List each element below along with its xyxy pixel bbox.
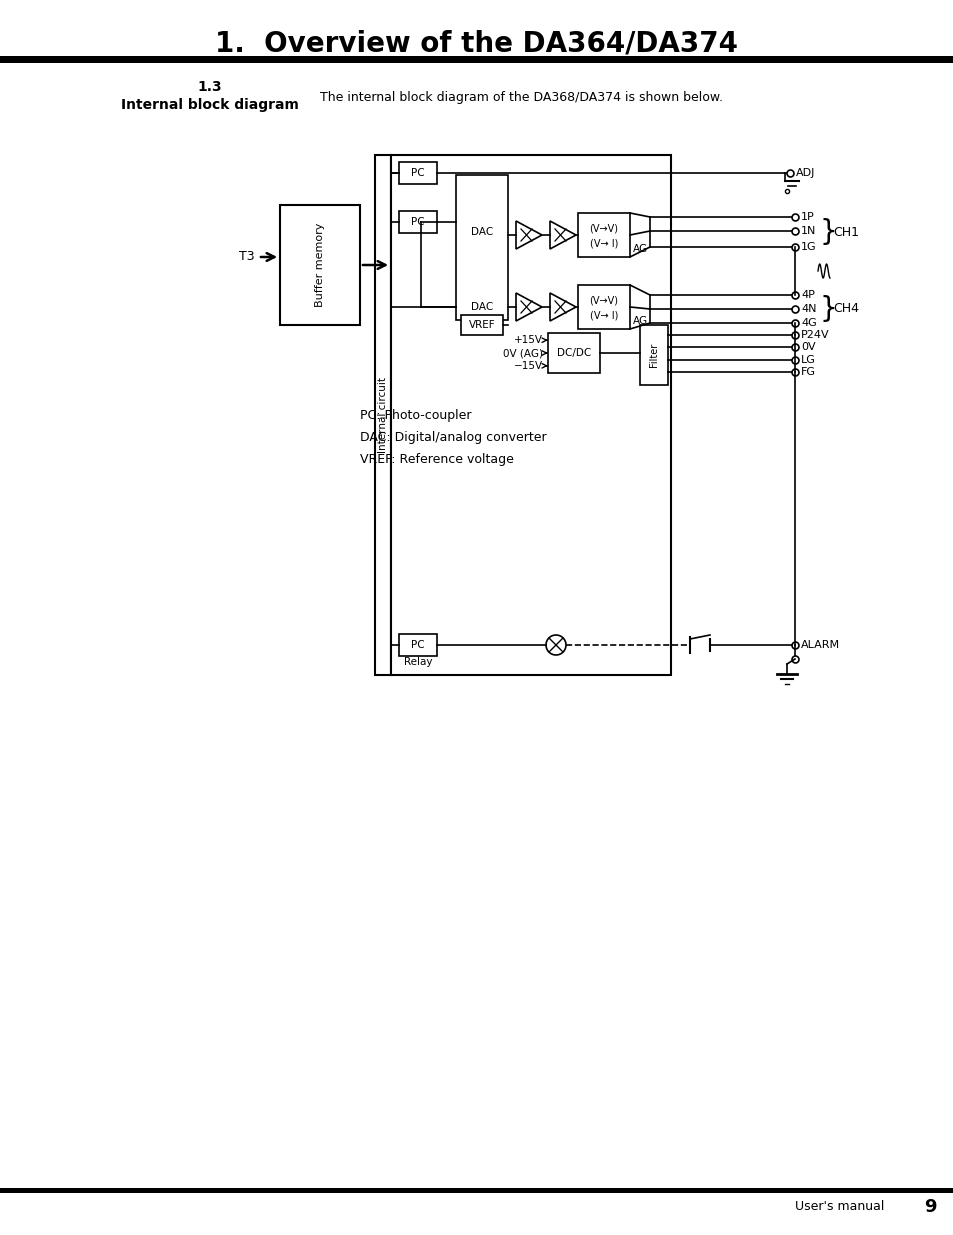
Bar (547, 333, 599, 373)
Text: AG: AG (633, 316, 647, 326)
Text: Buffer memory: Buffer memory (314, 222, 325, 308)
Text: 4P: 4P (801, 290, 814, 300)
Text: 9: 9 (923, 1198, 935, 1216)
Bar (578, 285, 629, 329)
Text: 1N: 1N (801, 226, 816, 236)
Text: }: } (820, 295, 837, 324)
Text: DAC: Digital/analog converter: DAC: Digital/analog converter (359, 431, 546, 443)
Bar (398, 211, 436, 233)
Text: (V→ I): (V→ I) (589, 311, 618, 321)
Text: PC: PC (411, 217, 424, 227)
Text: DAC: DAC (471, 227, 493, 237)
Circle shape (545, 635, 565, 655)
Bar (0, 56, 953, 63)
Text: −15V: −15V (514, 361, 542, 370)
Text: (V→V): (V→V) (589, 295, 618, 305)
Text: FG: FG (801, 367, 815, 377)
Bar (0, 1188, 953, 1193)
Text: 1.  Overview of the DA364/DA374: 1. Overview of the DA364/DA374 (215, 28, 738, 57)
Text: (V→V): (V→V) (589, 224, 618, 233)
Text: User's manual: User's manual (794, 1200, 883, 1214)
Bar (391, 156, 670, 676)
Text: VREF: VREF (468, 320, 495, 330)
Text: CH1: CH1 (832, 226, 858, 238)
Text: Internal block diagram: Internal block diagram (121, 98, 298, 112)
Bar (639, 325, 667, 385)
Text: +15V: +15V (514, 335, 542, 346)
Text: 1.3: 1.3 (197, 80, 222, 94)
Bar (375, 156, 391, 676)
Text: ADJ: ADJ (795, 168, 815, 178)
Text: Internal circuit: Internal circuit (377, 377, 388, 453)
Text: 0V: 0V (801, 342, 815, 352)
Bar (460, 315, 502, 335)
Text: PC: PC (411, 640, 424, 650)
Bar (578, 212, 629, 257)
Text: The internal block diagram of the DA368/DA374 is shown below.: The internal block diagram of the DA368/… (319, 91, 722, 105)
Text: DC/DC: DC/DC (557, 348, 591, 358)
Text: 1P: 1P (801, 212, 814, 222)
Bar (398, 634, 436, 656)
Text: VREF: Reference voltage: VREF: Reference voltage (359, 452, 514, 466)
Text: AG: AG (633, 245, 647, 254)
Text: PC: PC (411, 168, 424, 178)
Text: Filter: Filter (648, 343, 659, 367)
Bar (398, 162, 436, 184)
Text: P24V: P24V (801, 330, 829, 340)
Text: PC: Photo-coupler: PC: Photo-coupler (359, 409, 471, 421)
Text: }: } (820, 219, 837, 246)
Text: ALARM: ALARM (801, 640, 840, 650)
Text: 4G: 4G (801, 317, 816, 329)
Text: DAC: DAC (471, 303, 493, 312)
Bar (280, 205, 359, 325)
Text: LG: LG (801, 354, 815, 366)
Text: 0V (AG): 0V (AG) (502, 348, 542, 358)
Text: 4N: 4N (801, 304, 816, 314)
Text: CH4: CH4 (832, 303, 858, 315)
Text: 1G: 1G (801, 242, 816, 252)
Bar (456, 175, 507, 320)
Text: (V→ I): (V→ I) (589, 238, 618, 248)
Text: T3: T3 (239, 251, 254, 263)
Text: Relay: Relay (403, 657, 432, 667)
